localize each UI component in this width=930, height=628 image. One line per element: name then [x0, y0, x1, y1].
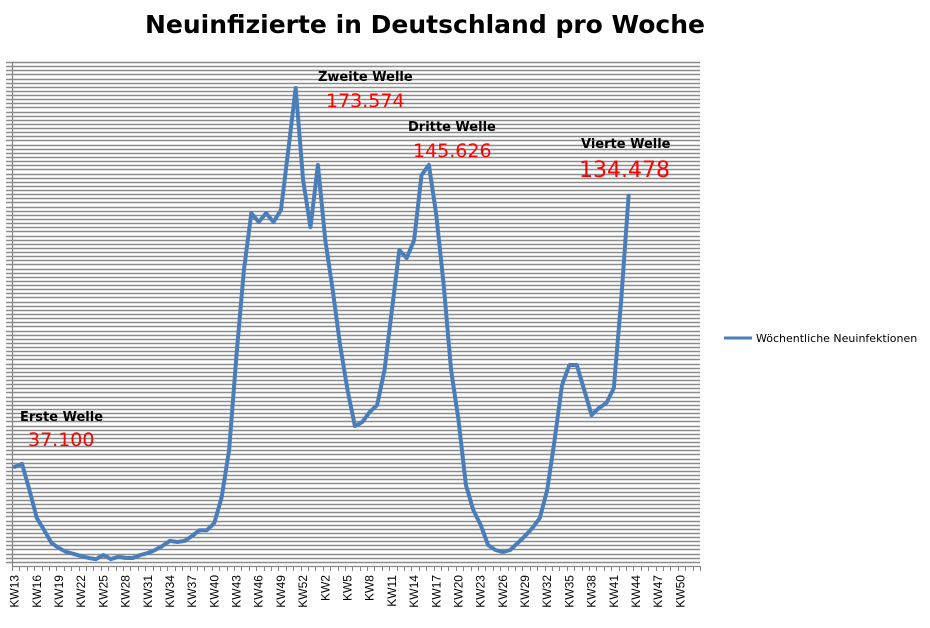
x-tick-label: KW8 [363, 575, 377, 601]
annotation-label: Erste Welle [20, 410, 103, 425]
chart-title: Neuinfizierte in Deutschland pro Woche [145, 10, 705, 39]
x-tick-label: KW14 [407, 575, 421, 608]
annotation-label: Dritte Welle [408, 120, 496, 135]
annotation-value: 37.100 [28, 429, 94, 451]
gridlines [6, 61, 700, 564]
x-tick-label: KW11 [385, 575, 399, 607]
series-layer [12, 86, 631, 562]
annotation-label: Vierte Welle [581, 137, 671, 152]
x-tick-label: KW20 [451, 575, 465, 608]
annotation-erste-welle: Erste Welle 37.100 [20, 410, 103, 451]
series-line [12, 86, 631, 562]
annotation-zweite-welle: Zweite Welle 173.574 [318, 70, 413, 112]
x-tick-label: KW13 [8, 575, 22, 608]
x-tick-label: KW19 [52, 575, 66, 608]
x-tick-label: KW5 [340, 575, 354, 601]
x-tick-label: KW16 [30, 575, 44, 608]
x-tick-label: KW46 [252, 575, 266, 608]
x-tick-label: KW32 [540, 575, 554, 608]
x-tick-label: KW43 [230, 575, 244, 608]
x-tick-label: KW41 [607, 575, 621, 608]
x-tick-label: KW28 [119, 575, 133, 608]
x-tick-label: KW25 [96, 575, 110, 608]
annotation-value: 134.478 [579, 158, 670, 183]
legend-label: Wöchentliche Neuinfektionen [756, 332, 917, 345]
legend: Wöchentliche Neuinfektionen [724, 332, 917, 345]
x-tick-label: KW37 [185, 575, 199, 608]
annotation-value: 173.574 [326, 90, 405, 112]
annotation-value: 145.626 [413, 140, 492, 162]
x-tick-label: KW29 [518, 575, 532, 608]
x-tick-label: KW34 [163, 575, 177, 608]
annotation-vierte-welle: Vierte Welle 134.478 [579, 137, 671, 183]
x-tick-label: KW17 [429, 575, 443, 608]
x-tick-label: KW31 [141, 575, 155, 608]
x-tick-label: KW23 [474, 575, 488, 608]
x-tick-label: KW22 [74, 575, 88, 608]
x-tick-label: KW40 [207, 575, 221, 608]
x-tick-label: KW44 [629, 575, 643, 608]
x-tick-label: KW47 [651, 575, 665, 608]
axes [11, 62, 701, 571]
x-tick-label: KW2 [318, 575, 332, 601]
x-tick-label: KW52 [296, 575, 310, 608]
annotation-dritte-welle: Dritte Welle 145.626 [408, 120, 496, 162]
annotation-label: Zweite Welle [318, 70, 413, 85]
x-tick-labels: KW13 KW16 KW19 KW22 KW25 KW28 KW31 KW34 KW37 KW40… [8, 575, 688, 608]
x-tick-label: KW49 [274, 575, 288, 608]
x-tick-label: KW26 [496, 575, 510, 608]
x-tick-label: KW35 [562, 575, 576, 608]
x-tick-label: KW50 [673, 575, 687, 608]
x-tick-label: KW38 [585, 575, 599, 608]
